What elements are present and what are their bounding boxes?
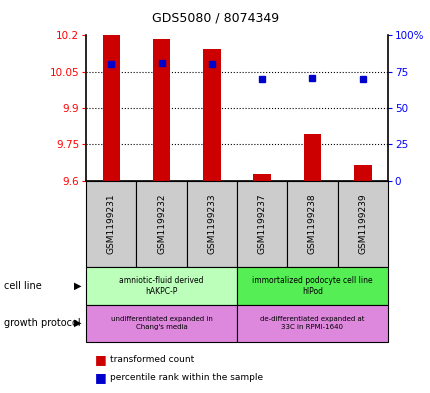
Bar [337, 181, 387, 267]
Text: percentile rank within the sample: percentile rank within the sample [110, 373, 262, 382]
Bar [86, 181, 136, 267]
Bar [237, 305, 387, 342]
Bar [153, 39, 170, 181]
Bar [102, 35, 120, 181]
Bar [186, 181, 237, 267]
Text: ■: ■ [95, 353, 106, 366]
Text: GSM1199232: GSM1199232 [157, 194, 166, 254]
Bar [253, 173, 270, 181]
Bar [86, 267, 237, 305]
Text: GDS5080 / 8074349: GDS5080 / 8074349 [152, 12, 278, 25]
Bar [353, 165, 371, 181]
Bar [86, 305, 237, 342]
Bar [303, 134, 320, 181]
Bar [136, 181, 186, 267]
Text: ▶: ▶ [74, 318, 81, 328]
Text: GSM1199231: GSM1199231 [107, 194, 116, 254]
Text: ▶: ▶ [74, 281, 81, 291]
Text: cell line: cell line [4, 281, 42, 291]
Bar [203, 49, 220, 181]
Text: undifferentiated expanded in
Chang's media: undifferentiated expanded in Chang's med… [111, 316, 212, 330]
Bar [237, 181, 287, 267]
Text: GSM1199239: GSM1199239 [357, 194, 366, 254]
Text: growth protocol: growth protocol [4, 318, 81, 328]
Text: amniotic-fluid derived
hAKPC-P: amniotic-fluid derived hAKPC-P [119, 276, 203, 296]
Bar [237, 267, 387, 305]
Text: GSM1199237: GSM1199237 [257, 194, 266, 254]
Text: GSM1199238: GSM1199238 [307, 194, 316, 254]
Text: ■: ■ [95, 371, 106, 384]
Text: GSM1199233: GSM1199233 [207, 194, 216, 254]
Text: immortalized podocyte cell line
hIPod: immortalized podocyte cell line hIPod [252, 276, 372, 296]
Bar [287, 181, 337, 267]
Text: transformed count: transformed count [110, 355, 194, 364]
Text: de-differentiated expanded at
33C in RPMI-1640: de-differentiated expanded at 33C in RPM… [260, 316, 364, 330]
